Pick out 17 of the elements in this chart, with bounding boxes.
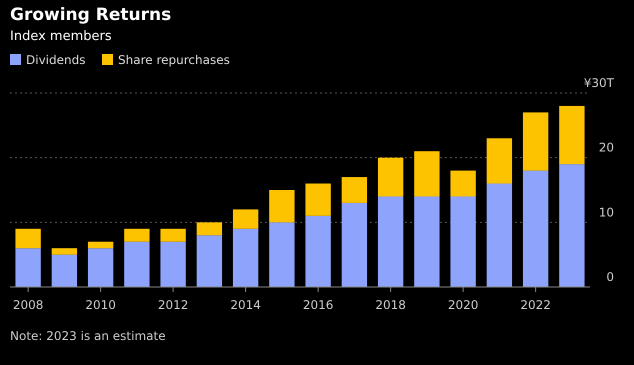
x-tick-label: 2016: [302, 298, 334, 312]
y-tick-label: 0: [606, 270, 614, 284]
y-tick-label: 20: [598, 140, 614, 155]
chart-subtitle: Index members: [10, 29, 112, 44]
y-tick-label: 10: [598, 205, 614, 220]
chart-title: Growing Returns: [10, 5, 172, 25]
x-tick-label: 2018: [375, 298, 406, 312]
y-tick-label: ¥30T: [584, 76, 615, 90]
x-tick-label: 2012: [158, 298, 188, 312]
x-tick-label: 2008: [12, 298, 44, 312]
x-tick-label: 2014: [230, 298, 261, 312]
x-tick-label: 2022: [520, 298, 551, 312]
x-tick-label: 2020: [448, 298, 478, 312]
legend-label: Share repurchases: [118, 53, 230, 67]
legend-label: Dividends: [26, 53, 86, 67]
text: Note: 2023 is an estimate: [10, 329, 166, 343]
x-tick-label: 2010: [85, 298, 116, 312]
